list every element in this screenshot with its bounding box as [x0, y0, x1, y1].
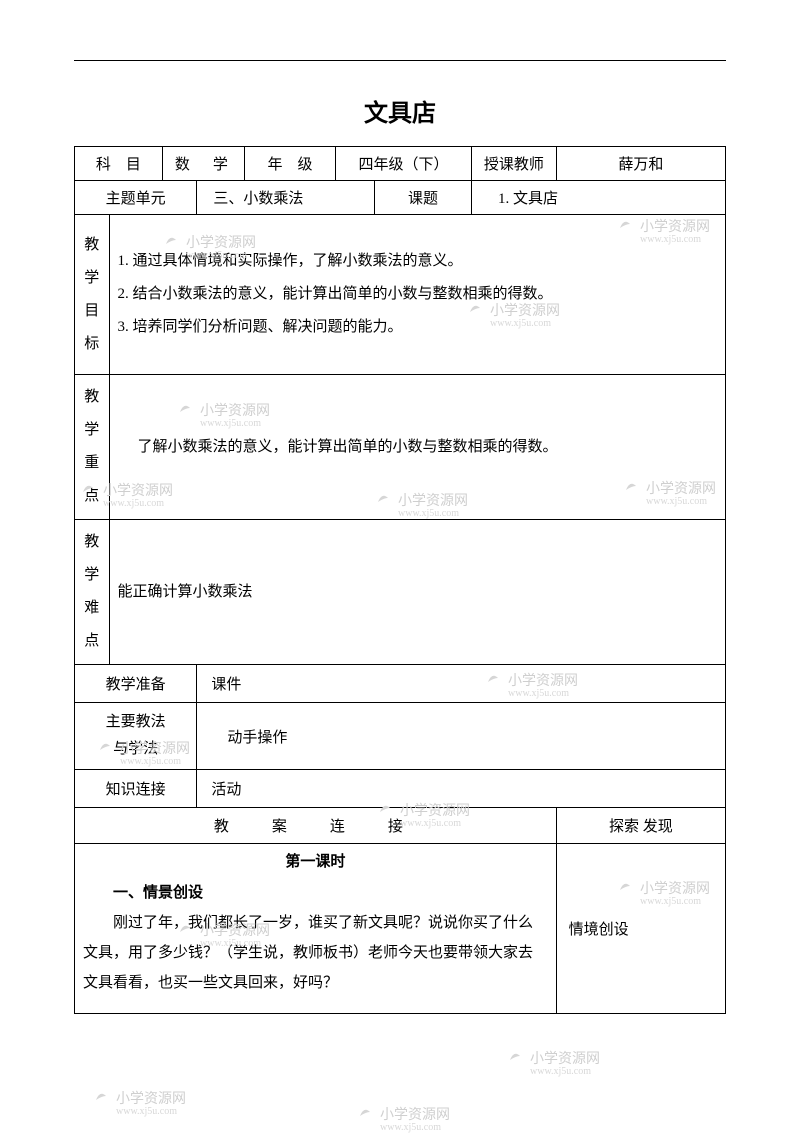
row-unit: 主题单元 三、小数乘法 课题 1. 文具店 [75, 181, 726, 215]
lesson-body-left: 第一课时 一、情景创设 刚过了年，我们都长了一岁，谁买了新文具呢？说说你买了什么… [75, 844, 557, 1014]
lesson-body-right: 情境创设 [556, 844, 725, 1014]
value-topic: 1. 文具店 [472, 181, 726, 215]
value-grade: 四年级（下） [336, 147, 472, 181]
value-method-text: 动手操作 [227, 730, 287, 746]
label-keypoint: 教学重点 [75, 375, 110, 520]
row-lesson-body: 第一课时 一、情景创设 刚过了年，我们都长了一岁，谁买了新文具呢？说说你买了什么… [75, 844, 726, 1014]
objective-2: 2. 结合小数乘法的意义，能计算出简单的小数与整数相乘的得数。 [118, 278, 718, 311]
watermark-text: 小学资源网 [530, 1052, 600, 1067]
row-objectives: 教学目标 1. 通过具体情境和实际操作，了解小数乘法的意义。 2. 结合小数乘法… [75, 215, 726, 375]
value-connect: 活动 [197, 770, 726, 808]
watermark-text: 小学资源网 [380, 1108, 450, 1123]
difficulty-text: 能正确计算小数乘法 [118, 584, 253, 600]
value-prep: 课件 [197, 665, 726, 703]
value-topic-text: 1. 文具店 [498, 191, 558, 207]
plan-header-right: 探索 发现 [556, 808, 725, 844]
label-connect: 知识连接 [75, 770, 197, 808]
value-unit-text: 三、小数乘法 [213, 191, 303, 207]
plan-header-left: 教 案 连 接 [75, 808, 557, 844]
value-prep-text: 课件 [211, 677, 241, 693]
top-rule [74, 60, 726, 61]
row-difficulty: 教学难点 能正确计算小数乘法 [75, 520, 726, 665]
label-subject: 科 目 [75, 147, 163, 181]
value-unit: 三、小数乘法 [197, 181, 375, 215]
watermark-icon: 小学资源网 www.xj5u.com [380, 1104, 450, 1133]
difficulty-cell: 能正确计算小数乘法 [109, 520, 726, 665]
objective-1: 1. 通过具体情境和实际操作，了解小数乘法的意义。 [118, 245, 718, 278]
lesson-paragraph: 刚过了年，我们都长了一岁，谁买了新文具呢？说说你买了什么文具，用了多少钱？（学生… [83, 908, 548, 998]
page: 文具店 科 目 数 学 年 级 四年级（下） 授课教师 薛万和 主题单元 三、小… [0, 0, 800, 1054]
watermark-url: www.xj5u.com [530, 1066, 600, 1077]
label-method-1: 主要教法 [106, 714, 166, 730]
label-prep: 教学准备 [75, 665, 197, 703]
watermark-icon: 小学资源网 www.xj5u.com [116, 1088, 186, 1117]
label-grade: 年 级 [244, 147, 335, 181]
label-topic: 课题 [375, 181, 472, 215]
watermark-text: 小学资源网 [116, 1092, 186, 1107]
lesson-subtitle: 第一课时 [83, 850, 548, 871]
value-teacher: 薛万和 [556, 147, 725, 181]
label-unit: 主题单元 [75, 181, 197, 215]
row-method: 主要教法 与学法 动手操作 [75, 703, 726, 770]
label-method-2: 与学法 [113, 741, 158, 757]
keypoint-cell: 了解小数乘法的意义，能计算出简单的小数与整数相乘的得数。 [109, 375, 726, 520]
watermark-url: www.xj5u.com [116, 1106, 186, 1117]
row-plan-header: 教 案 连 接 探索 发现 [75, 808, 726, 844]
keypoint-text: 了解小数乘法的意义，能计算出简单的小数与整数相乘的得数。 [138, 439, 558, 455]
lesson-plan-table: 科 目 数 学 年 级 四年级（下） 授课教师 薛万和 主题单元 三、小数乘法 … [74, 146, 726, 1014]
row-subject: 科 目 数 学 年 级 四年级（下） 授课教师 薛万和 [75, 147, 726, 181]
lesson-section-title: 一、情景创设 [83, 881, 548, 902]
watermark-url: www.xj5u.com [380, 1122, 450, 1133]
label-teacher: 授课教师 [472, 147, 557, 181]
value-method: 动手操作 [197, 703, 726, 770]
label-method: 主要教法 与学法 [75, 703, 197, 770]
objectives-cell: 1. 通过具体情境和实际操作，了解小数乘法的意义。 2. 结合小数乘法的意义，能… [109, 215, 726, 375]
value-connect-text: 活动 [211, 782, 241, 798]
row-prep: 教学准备 课件 [75, 665, 726, 703]
objective-3: 3. 培养同学们分析问题、解决问题的能力。 [118, 311, 718, 344]
page-title: 文具店 [74, 93, 726, 128]
value-subject: 数 学 [162, 147, 244, 181]
row-keypoint: 教学重点 了解小数乘法的意义，能计算出简单的小数与整数相乘的得数。 [75, 375, 726, 520]
label-difficulty: 教学难点 [75, 520, 110, 665]
label-objectives: 教学目标 [75, 215, 110, 375]
row-connect: 知识连接 活动 [75, 770, 726, 808]
right-note: 情境创设 [569, 922, 629, 938]
